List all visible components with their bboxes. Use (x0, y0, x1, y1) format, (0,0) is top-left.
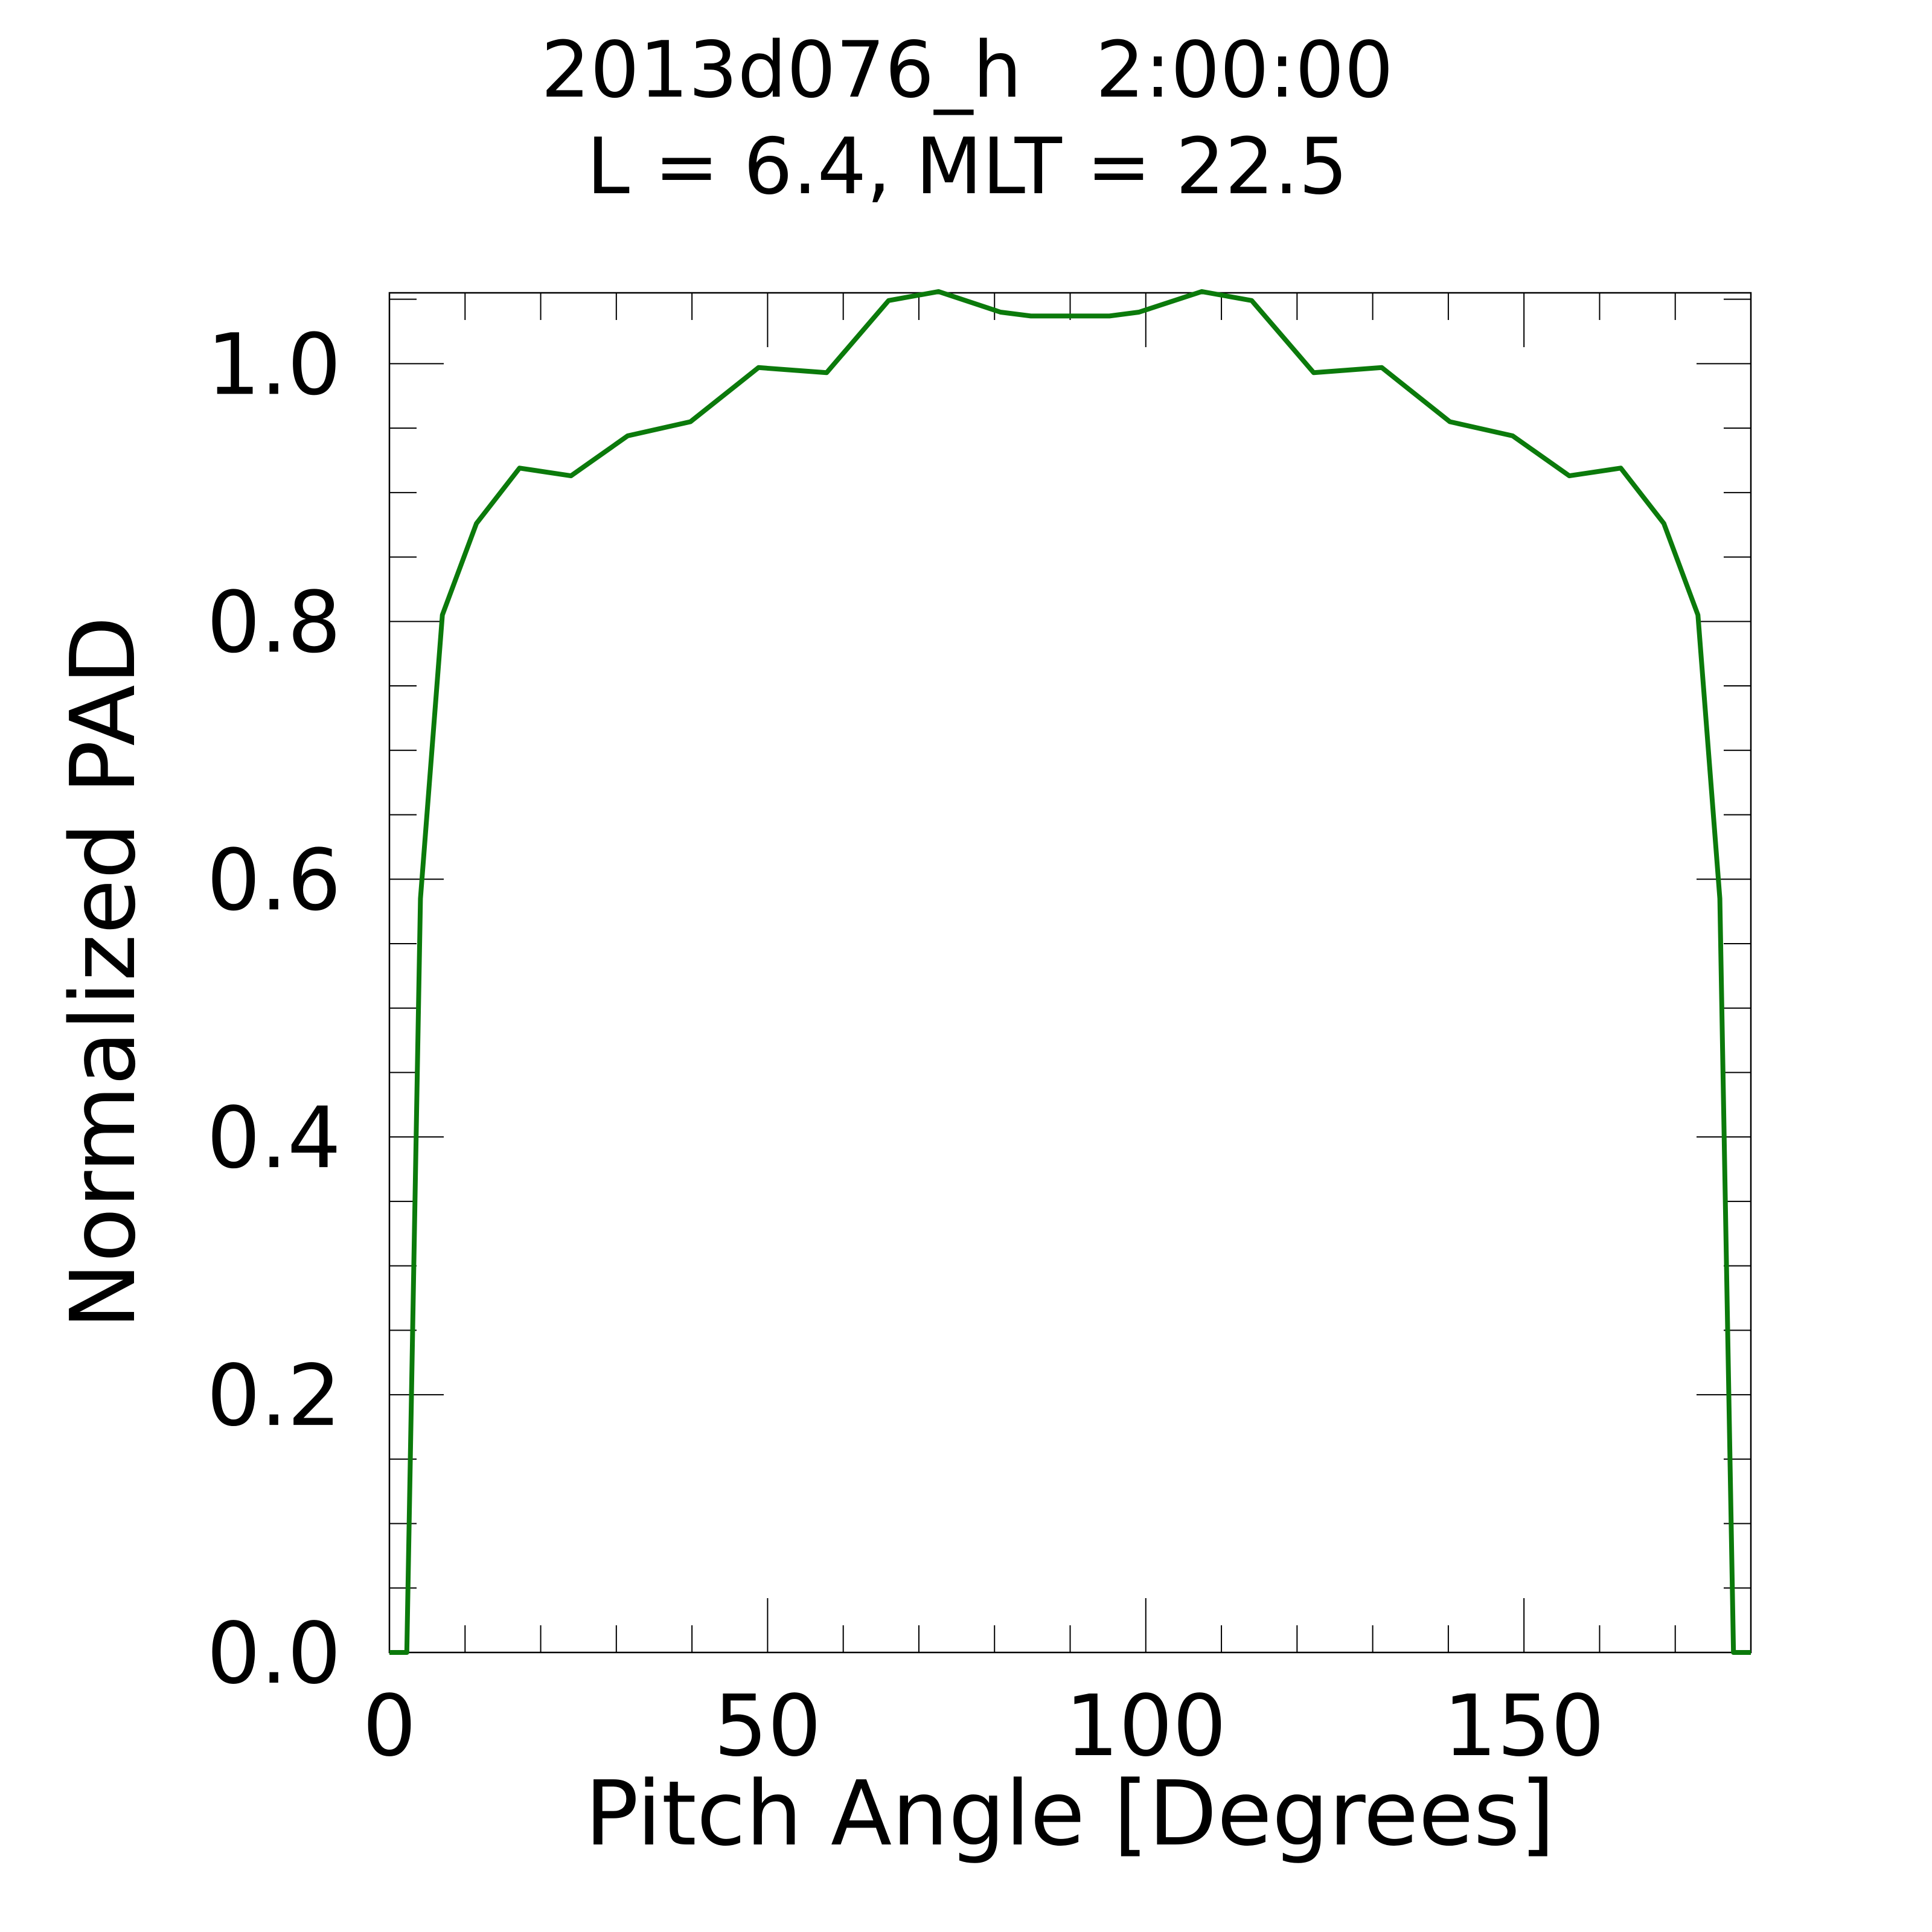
y-tick-label: 0.8 (206, 574, 341, 672)
y-tick-label: 0.2 (206, 1347, 341, 1445)
y-tick-label: 0.4 (206, 1089, 341, 1188)
y-tick-label: 1.0 (206, 316, 341, 414)
chart-title-line-2: L = 6.4, MLT = 22.5 (587, 122, 1348, 212)
major-ticks (389, 293, 1751, 1653)
x-tick-label: 50 (714, 1677, 821, 1776)
y-tick-label: 0.0 (206, 1605, 341, 1703)
x-axis-label: Pitch Angle [Degrees] (585, 1762, 1555, 1866)
y-tick-labels: 0.0 0.2 0.4 0.6 0.8 1.0 (206, 316, 341, 1703)
minor-ticks (389, 293, 1751, 1652)
series-layer (389, 289, 1751, 1655)
chart-title-line-1: 2013d076_h 2:00:00 (541, 25, 1393, 115)
plot-area-frame (388, 292, 1752, 1654)
x-tick-label: 0 (362, 1677, 416, 1776)
chart-title: 2013d076_h 2:00:00 L = 6.4, MLT = 22.5 (541, 25, 1393, 212)
series-line (389, 289, 1751, 1655)
x-tick-label: 150 (1444, 1677, 1605, 1776)
x-tick-label: 100 (1065, 1677, 1226, 1776)
x-tick-labels: 0 50 100 150 (362, 1677, 1604, 1776)
y-tick-label: 0.6 (206, 831, 341, 930)
y-axis-label: Normalized PAD (51, 616, 155, 1329)
